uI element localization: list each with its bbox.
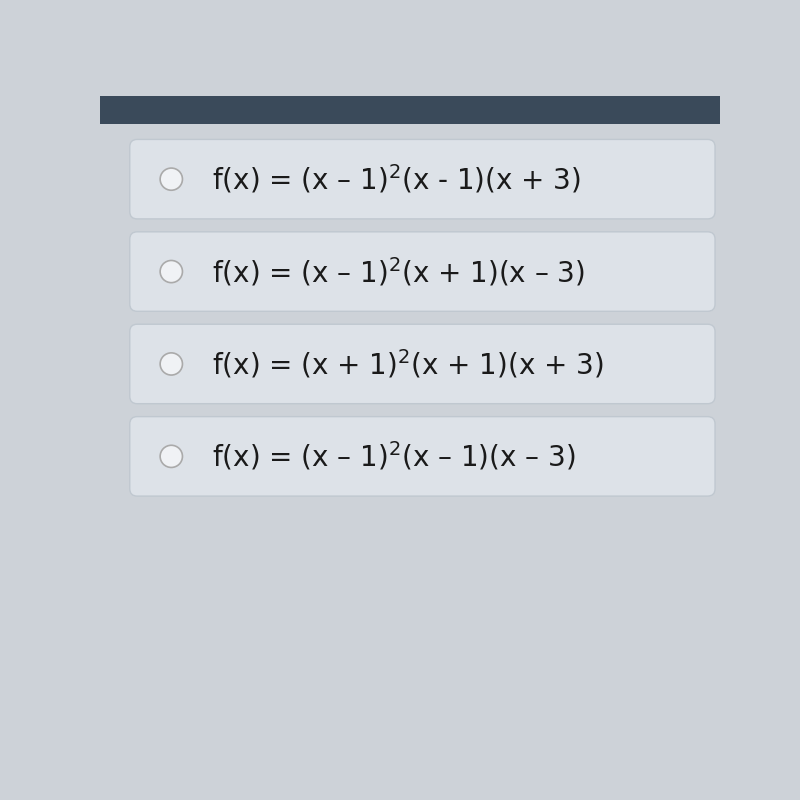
FancyBboxPatch shape [130,139,715,219]
Circle shape [160,261,182,282]
Circle shape [160,446,182,467]
FancyBboxPatch shape [130,232,715,311]
Text: f(x) = (x + 1)$^2$(x + 1)(x + 3): f(x) = (x + 1)$^2$(x + 1)(x + 3) [211,347,603,381]
Text: f(x) = (x – 1)$^2$(x + 1)(x – 3): f(x) = (x – 1)$^2$(x + 1)(x – 3) [211,255,585,288]
Text: f(x) = (x – 1)$^2$(x - 1)(x + 3): f(x) = (x – 1)$^2$(x - 1)(x + 3) [211,162,581,196]
FancyBboxPatch shape [100,90,720,124]
Circle shape [160,168,182,190]
Circle shape [160,353,182,375]
FancyBboxPatch shape [130,417,715,496]
Text: f(x) = (x – 1)$^2$(x – 1)(x – 3): f(x) = (x – 1)$^2$(x – 1)(x – 3) [211,440,575,473]
FancyBboxPatch shape [130,324,715,404]
